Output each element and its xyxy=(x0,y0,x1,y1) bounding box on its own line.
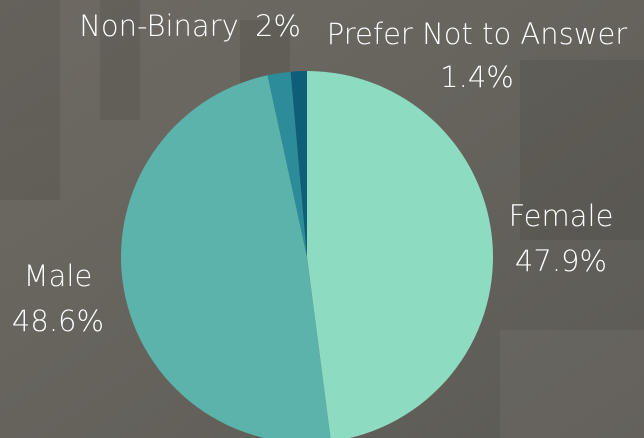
slice-value-label: 2% xyxy=(255,9,301,43)
pie-slice xyxy=(307,71,493,438)
slice-value-label: 1.4% xyxy=(440,60,514,94)
slice-value-label: 47.9% xyxy=(515,244,607,278)
pie-slice xyxy=(267,71,307,258)
slice-value-label: 48.6% xyxy=(12,304,104,338)
slice-label: Female xyxy=(509,199,614,233)
slice-label: Non-Binary xyxy=(79,9,239,43)
pie-slice xyxy=(121,75,331,438)
pie-slice xyxy=(290,71,307,257)
slice-label: Prefer Not to Answer xyxy=(327,17,628,51)
slice-label: Male xyxy=(24,259,93,293)
